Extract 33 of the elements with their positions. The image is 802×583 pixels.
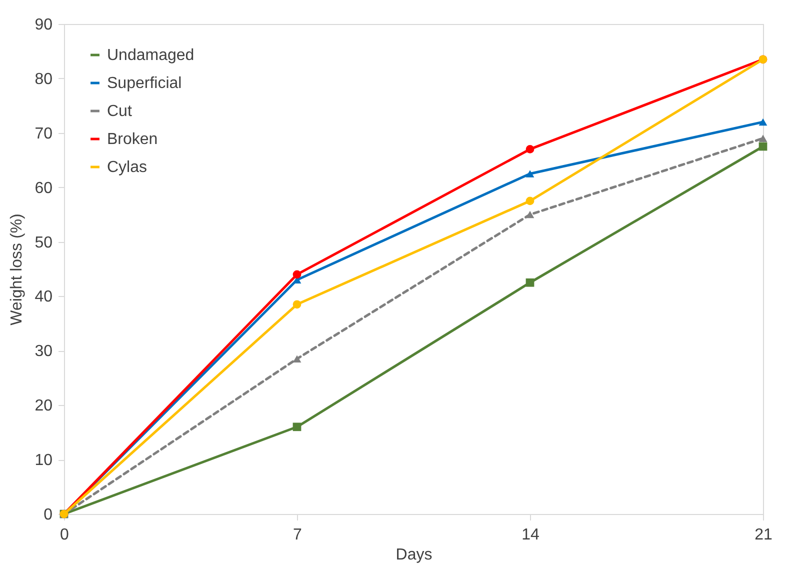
x-tick-label: 14 (522, 526, 540, 544)
x-tick-label: 21 (754, 526, 772, 544)
y-tick-label: 30 (34, 343, 53, 360)
point (292, 300, 302, 309)
y-tick-label: 90 (34, 16, 53, 34)
y-tick-label: 70 (34, 125, 53, 142)
point (292, 270, 302, 279)
point (526, 170, 534, 178)
point (758, 134, 768, 142)
point (526, 196, 534, 206)
y-tick-label: 40 (34, 288, 53, 306)
point (526, 278, 534, 287)
point (292, 355, 302, 362)
y-tick-label: 20 (34, 398, 53, 415)
point (758, 142, 768, 151)
y-tick-label: 80 (34, 70, 53, 88)
point (526, 145, 534, 154)
point (758, 118, 768, 126)
x-tick-label: 0 (60, 526, 70, 544)
x-axis-title: Days (396, 546, 432, 564)
y-tick-label: 10 (34, 452, 53, 470)
legend-label: Superficial (107, 75, 182, 92)
y-tick-label: 60 (34, 180, 53, 197)
y-axis-title: Weight loss (%) (8, 214, 26, 326)
legend-label: Undamaged (107, 47, 194, 64)
y-tick-label: 0 (44, 506, 53, 524)
legend-label: Cylas (107, 159, 148, 176)
x-tick-label: 7 (293, 526, 302, 544)
y-tick-label: 50 (34, 234, 53, 252)
point (526, 210, 534, 218)
legend-label: Broken (107, 131, 158, 148)
point (292, 422, 302, 432)
legend-label: Cut (107, 103, 132, 120)
